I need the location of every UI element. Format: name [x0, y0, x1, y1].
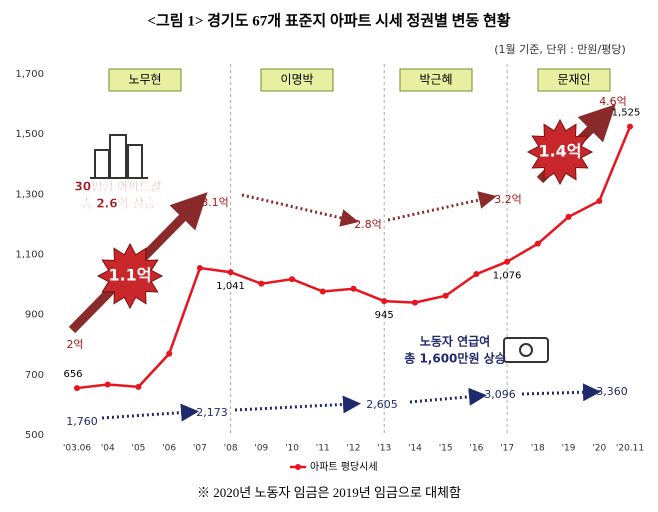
price-label: 2.8억: [354, 218, 382, 231]
x-tick-label: '17: [500, 444, 514, 454]
era-label: 박근혜: [419, 73, 452, 87]
era-label: 이명박: [280, 73, 313, 87]
footnote: ※ 2020년 노동자 임금은 2019년 임금으로 대체함: [197, 485, 461, 500]
x-tick-label: '15: [439, 444, 453, 454]
y-tick-label: 900: [25, 310, 44, 321]
data-label: 945: [375, 310, 394, 321]
y-tick-label: 1,500: [15, 129, 44, 140]
data-point: [350, 285, 357, 292]
y-tick-label: 1,100: [15, 250, 44, 261]
era-box: [537, 68, 611, 92]
price-label: 2억: [66, 338, 83, 351]
legend-label: 아파트 평당시세: [310, 461, 378, 473]
era-box: [108, 68, 182, 92]
apartment-note: 총 2.6억 상승: [81, 196, 155, 211]
wage-note: 총 1,600만원 상승: [404, 351, 506, 366]
wage-label: 2,173: [196, 406, 228, 419]
building-icon: [90, 134, 148, 179]
badge-label: 1.4억: [538, 142, 581, 161]
data-label: 1,076: [493, 271, 522, 282]
data-label: 1,041: [216, 281, 245, 292]
x-tick-label: '04: [101, 444, 115, 454]
money-icon: [519, 343, 533, 357]
data-point: [534, 240, 541, 247]
x-tick-label: '12: [347, 444, 361, 454]
building: [109, 134, 127, 179]
data-point: [596, 197, 603, 204]
era-box: [260, 68, 334, 92]
price-label: 4.6억: [599, 95, 627, 108]
data-point: [442, 292, 449, 299]
badge: [526, 118, 594, 186]
x-tick-label: '03.06: [63, 444, 92, 454]
legend-swatch: [295, 464, 301, 470]
wage-label: 3,360: [596, 385, 628, 398]
x-tick-label: '19: [562, 444, 576, 454]
subtitle: (1월 기준, 단위 : 만원/평당): [494, 43, 626, 56]
apartment-note: 30평형 아파트값: [74, 179, 161, 194]
era-label: 문재인: [557, 73, 590, 87]
x-tick-label: '07: [193, 444, 207, 454]
data-point: [135, 383, 142, 390]
y-tick-label: 500: [25, 430, 44, 441]
wage-arrow: [409, 387, 487, 406]
chart-title: <그림 1> 경기도 67개 표준지 아파트 시세 정권별 변동 현황: [147, 11, 510, 29]
wage-label: 1,760: [66, 415, 98, 428]
data-point: [289, 276, 296, 283]
trend-dotted: [241, 193, 359, 227]
trend-dotted: [387, 191, 497, 222]
wage-arrow: [234, 395, 361, 414]
data-point: [258, 280, 265, 287]
price-label: 3.2억: [494, 193, 522, 206]
x-tick-label: '18: [531, 444, 545, 454]
badge: [96, 242, 164, 310]
data-point: [381, 298, 388, 305]
data-point: [565, 213, 572, 220]
building: [127, 144, 143, 179]
wage-label: 2,605: [366, 398, 398, 411]
y-tick-label: 700: [25, 370, 44, 381]
y-tick-label: 1,700: [15, 69, 44, 80]
wage-arrow: [521, 383, 601, 402]
x-tick-label: '20.11: [616, 444, 644, 454]
x-tick-label: '08: [224, 444, 238, 454]
price-label: 3.1억: [201, 196, 229, 209]
data-point: [196, 265, 203, 272]
era-label: 노무현: [128, 73, 161, 87]
y-tick-label: 1,300: [15, 189, 44, 200]
x-tick-label: '05: [131, 444, 145, 454]
data-point: [104, 381, 111, 388]
data-point: [473, 271, 480, 278]
money-icon: [503, 337, 549, 363]
x-tick-label: '20: [592, 444, 606, 454]
badge-label: 1.1억: [108, 266, 151, 285]
wage-label: 3,096: [484, 388, 516, 401]
data-label: 1,525: [612, 108, 641, 119]
building: [94, 149, 110, 179]
x-tick-label: '16: [469, 444, 483, 454]
data-point: [74, 385, 80, 392]
data-label: 656: [63, 369, 82, 380]
data-point: [319, 288, 326, 295]
data-point: [504, 258, 511, 265]
data-point: [627, 123, 633, 130]
x-tick-label: '09: [254, 444, 268, 454]
x-tick-label: '11: [316, 444, 330, 454]
x-tick-label: '13: [377, 444, 391, 454]
data-point: [227, 269, 234, 276]
wage-arrow: [101, 403, 199, 422]
data-point: [166, 350, 173, 357]
data-point: [411, 299, 418, 306]
x-tick-label: '06: [162, 444, 176, 454]
x-tick-label: '10: [285, 444, 299, 454]
x-tick-label: '14: [408, 444, 422, 454]
wage-note: 노동자 연급여: [420, 334, 490, 349]
era-box: [399, 68, 473, 92]
